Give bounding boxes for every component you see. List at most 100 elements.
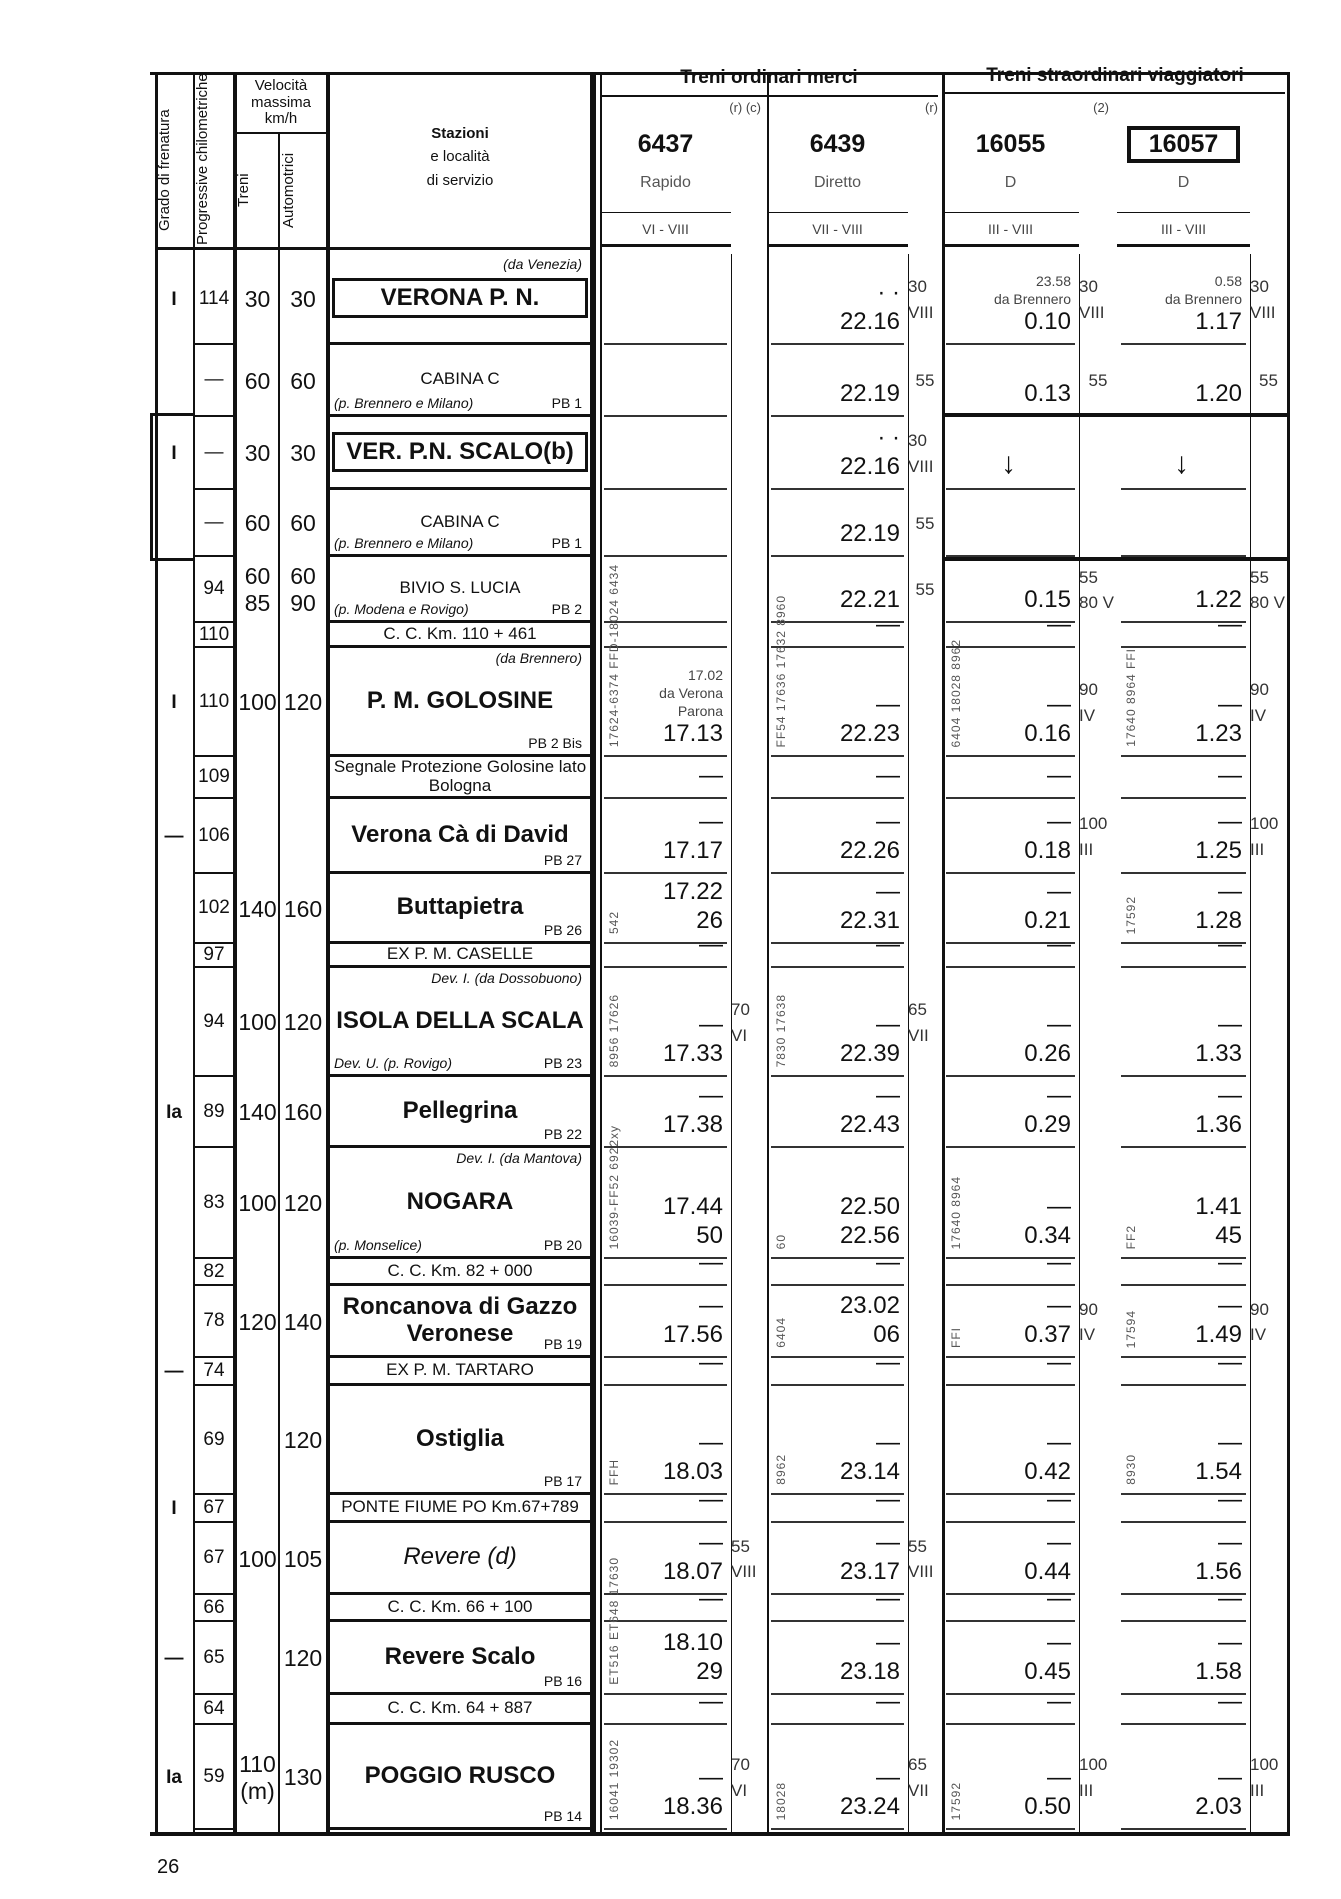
kilometre: 106 [195,799,233,874]
train-connection-codes: 17594 [1124,1309,1138,1348]
station-cell: ISOLA DELLA SCALA Dev. I. (da Dossobuono)… [330,968,590,1077]
divider [600,212,731,213]
speed-railcars [280,623,326,648]
train-connection-codes: 60 [774,1233,788,1249]
train-time: 1.22 [1195,586,1242,614]
train-time: 0.16 [1024,720,1071,748]
train-time: — [1047,1349,1071,1377]
train-number: 16057 [1127,126,1240,163]
station-column-rule [590,72,596,1832]
train-time: 22.56 [839,1222,900,1250]
group-rule [945,92,1285,94]
speed-railcars: 160 [283,895,323,922]
station-cell: PONTE FIUME PO Km.67+789 [330,1495,590,1523]
train-time: — [876,808,900,836]
train-time: 22.19 [839,520,900,548]
station-cell: VER. P.N. SCALO(b) [330,417,590,490]
train-time-cell: — [1121,611,1246,648]
station-name: Roncanova di Gazzo Veronese [342,1293,578,1347]
brake-grade: I [171,288,177,310]
train-time-cell: —0.18 [946,799,1075,874]
train-time: — [1218,1688,1242,1716]
train-time-cell: —22.26 [771,799,904,874]
train-connection-codes: 16041 19302 [607,1738,621,1820]
train-time: — [699,1688,723,1716]
train-time: — [876,1082,900,1110]
train-time-cell: 22.19 [771,345,904,417]
train-speed-limit: 65 VII [908,1755,929,1800]
speed-railcars: 130 [283,1764,323,1790]
train-time: 22.43 [839,1111,900,1139]
train-time: — [1218,1429,1242,1457]
brake-grade: — [164,825,184,847]
train-time-cell [946,490,1075,557]
station-name: Pellegrina [402,1096,518,1124]
train-time-cell [604,417,727,490]
train-time: 23.58 [1035,272,1071,289]
speed-railcars [280,944,326,968]
train-time: 0.26 [1024,1040,1071,1068]
train-time: da Verona [659,684,723,701]
brake-grade [157,1259,191,1286]
train-time: 22.21 [839,586,900,614]
train-connection-codes: 8930 [1124,1454,1138,1485]
timetable-row: I 114 30 30 VERONA P. N. (da Venezia) · · 22.16… [0,254,1341,345]
train-time-cell: — [1121,1249,1246,1286]
column-rule [1287,72,1290,1832]
kilometre: 82 [195,1259,233,1286]
train-time: — [1047,1764,1071,1792]
train-time: 22.23 [839,720,900,748]
train-time: — [1047,611,1071,639]
station-name: CABINA C [420,511,500,531]
train-speed-limit: 90 IV [1250,680,1269,725]
train-connection-codes: 542 [607,910,621,934]
kilometre: — [195,490,233,557]
brake-grade [157,623,191,648]
speed-railcars: 120 [283,1427,323,1453]
train-time: — [1218,1292,1242,1320]
train-time: 26 [696,907,723,935]
kilometre: 94 [195,557,233,623]
train-time: 18.03 [662,1458,723,1486]
train-time: — [1047,878,1071,906]
train-number: 16055 [975,130,1046,158]
train-time-cell: —0.21 [946,874,1075,944]
train-time: 18.07 [662,1558,723,1586]
train-time: 1.49 [1195,1321,1242,1349]
speed-trains [237,799,278,874]
brake-grade: I [171,691,177,713]
station-pb-code: PB 2 [551,601,582,617]
speed-trains [237,1595,278,1622]
train-speed-limit: 100 III [1250,814,1279,859]
speed-railcars [280,757,326,799]
train-classes: VI - VIII [642,221,689,237]
train-time-cell: —1.49 17594 [1121,1286,1246,1358]
station-name: VER. P.N. SCALO(b) [332,431,588,473]
train-time-cell: —1.56 [1121,1523,1246,1595]
train-time: 29 [696,1658,723,1686]
train-speed-limit: 70 VI [731,1755,750,1800]
header-bottom-rule [155,247,590,250]
train-speed-limit: 90 IV [1079,1299,1098,1345]
brake-grade: — [164,1361,184,1382]
train-time: 1.54 [1195,1458,1242,1486]
timetable-row: — 74 EX P. M. TARTARO — — — — [0,1349,1341,1386]
train-time: 22.50 [839,1193,900,1221]
kilometre: 59 [195,1725,233,1830]
train-speed-limit: 55 [915,513,935,533]
station-pb-code: PB 27 [543,852,582,868]
timetable-row: 83 100 120 NOGARA Dev. I. (da Mantova) (p. Mo… [0,1125,1341,1259]
station-name: Revere Scalo [384,1642,536,1670]
station-pb-code: PB 14 [543,1808,582,1824]
train-time-cell: — [604,1486,727,1523]
train-connection-codes: FF2 [1124,1224,1138,1249]
train-time: — [876,611,900,639]
divider [942,244,1079,247]
train-time: — [699,1486,723,1514]
train-time-cell [604,557,727,623]
brake-grade [157,1523,191,1595]
station-cell: NOGARA Dev. I. (da Mantova) (p. Monselice)… [330,1148,590,1259]
train-time: — [1218,1349,1242,1377]
station-name: C. C. Km. 110 + 461 [383,623,537,643]
train-time-cell: — [1121,931,1246,968]
